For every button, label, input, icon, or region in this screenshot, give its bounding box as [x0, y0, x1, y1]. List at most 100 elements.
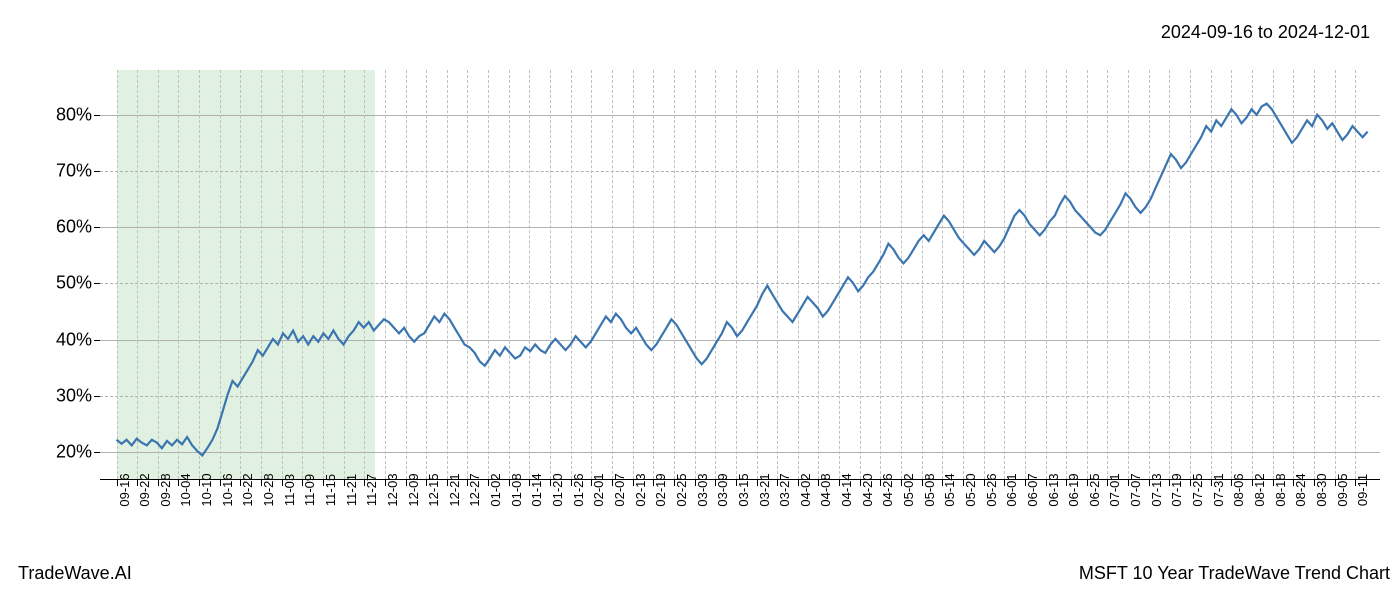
xtick-label: 07-13 — [1149, 473, 1164, 506]
xtick-label: 09-11 — [1355, 474, 1370, 506]
xtick-label: 04-08 — [818, 473, 833, 506]
xtick-label: 04-14 — [839, 473, 854, 506]
brand-label: TradeWave.AI — [18, 563, 132, 584]
ytick-label: 70% — [56, 161, 92, 182]
xtick-label: 09-16 — [117, 473, 132, 506]
xtick-label: 12-21 — [447, 473, 462, 506]
xtick-label: 03-15 — [736, 473, 751, 506]
ytick-label: 40% — [56, 329, 92, 350]
xtick-label: 01-14 — [529, 473, 544, 506]
ytick-label: 20% — [56, 441, 92, 462]
xtick-mark — [1355, 480, 1356, 486]
xtick-mark — [571, 480, 572, 486]
xtick-label: 01-26 — [571, 473, 586, 506]
xtick-label: 02-19 — [653, 473, 668, 506]
xtick-label: 07-01 — [1107, 473, 1122, 506]
xtick-label: 10-28 — [261, 473, 276, 506]
xtick-label: 08-06 — [1231, 473, 1246, 506]
xtick-label: 01-20 — [550, 473, 565, 506]
xtick-label: 07-19 — [1169, 473, 1184, 506]
xtick-mark — [1231, 480, 1232, 486]
xtick-mark — [302, 480, 303, 486]
xtick-mark — [880, 480, 881, 486]
ytick-mark — [94, 283, 100, 284]
xtick-label: 06-07 — [1025, 473, 1040, 506]
xtick-mark — [1169, 480, 1170, 486]
chart-title: MSFT 10 Year TradeWave Trend Chart — [1079, 563, 1390, 584]
xtick-label: 01-08 — [509, 473, 524, 506]
xtick-mark — [1107, 480, 1108, 486]
xtick-mark — [736, 480, 737, 486]
date-range-label: 2024-09-16 to 2024-12-01 — [1161, 22, 1370, 43]
xtick-mark — [488, 480, 489, 486]
xtick-mark — [1025, 480, 1026, 486]
xtick-label: 05-02 — [901, 473, 916, 506]
xtick-label: 03-09 — [715, 473, 730, 506]
xtick-mark — [695, 480, 696, 486]
xtick-mark — [406, 480, 407, 486]
xtick-label: 07-31 — [1211, 473, 1226, 506]
xtick-label: 06-13 — [1046, 473, 1061, 506]
xtick-mark — [447, 480, 448, 486]
xtick-mark — [715, 480, 716, 486]
xtick-label: 02-13 — [633, 473, 648, 506]
ytick-label: 50% — [56, 273, 92, 294]
xtick-label: 12-15 — [426, 473, 441, 506]
xtick-mark — [1273, 480, 1274, 486]
xtick-label: 10-22 — [240, 473, 255, 506]
xtick-label: 08-30 — [1314, 473, 1329, 506]
xtick-mark — [240, 480, 241, 486]
xtick-mark — [199, 480, 200, 486]
xtick-label: 02-01 — [591, 473, 606, 506]
xtick-label: 09-28 — [158, 473, 173, 506]
xtick-label: 08-18 — [1273, 473, 1288, 506]
xtick-label: 11-21 — [344, 474, 359, 506]
xtick-mark — [344, 480, 345, 486]
xtick-label: 09-22 — [137, 473, 152, 506]
xtick-mark — [1211, 480, 1212, 486]
ytick-mark — [94, 396, 100, 397]
xtick-label: 11-15 — [323, 474, 338, 506]
xtick-mark — [612, 480, 613, 486]
xtick-label: 12-09 — [406, 473, 421, 506]
xtick-mark — [591, 480, 592, 486]
xtick-mark — [633, 480, 634, 486]
ytick-mark — [94, 452, 100, 453]
trend-chart: 20%30%40%50%60%70%80% 09-1609-2209-2810-… — [100, 70, 1380, 480]
xtick-mark — [467, 480, 468, 486]
xtick-label: 03-21 — [757, 473, 772, 506]
xtick-label: 08-24 — [1293, 473, 1308, 506]
xtick-label: 03-03 — [695, 473, 710, 506]
xtick-label: 07-07 — [1128, 473, 1143, 506]
xtick-mark — [1252, 480, 1253, 486]
xtick-label: 02-25 — [674, 473, 689, 506]
xtick-label: 06-01 — [1004, 473, 1019, 506]
ytick-mark — [94, 340, 100, 341]
plot-area — [100, 70, 1380, 480]
xtick-label: 05-26 — [984, 473, 999, 506]
xtick-mark — [777, 480, 778, 486]
xtick-label: 02-07 — [612, 473, 627, 506]
xtick-mark — [839, 480, 840, 486]
xtick-label: 10-04 — [178, 473, 193, 506]
xtick-mark — [117, 480, 118, 486]
xtick-mark — [364, 480, 365, 486]
xtick-mark — [220, 480, 221, 486]
xtick-mark — [426, 480, 427, 486]
xtick-label: 01-02 — [488, 473, 503, 506]
xtick-label: 12-27 — [467, 473, 482, 506]
xtick-label: 05-14 — [942, 473, 957, 506]
xtick-label: 05-20 — [963, 473, 978, 506]
xtick-mark — [798, 480, 799, 486]
xtick-mark — [942, 480, 943, 486]
xtick-label: 03-27 — [777, 473, 792, 506]
xtick-mark — [385, 480, 386, 486]
xtick-mark — [1128, 480, 1129, 486]
xtick-label: 06-19 — [1066, 473, 1081, 506]
xtick-mark — [158, 480, 159, 486]
xtick-label: 05-08 — [922, 473, 937, 506]
xtick-mark — [1004, 480, 1005, 486]
xtick-mark — [282, 480, 283, 486]
xtick-mark — [1066, 480, 1067, 486]
xtick-mark — [674, 480, 675, 486]
